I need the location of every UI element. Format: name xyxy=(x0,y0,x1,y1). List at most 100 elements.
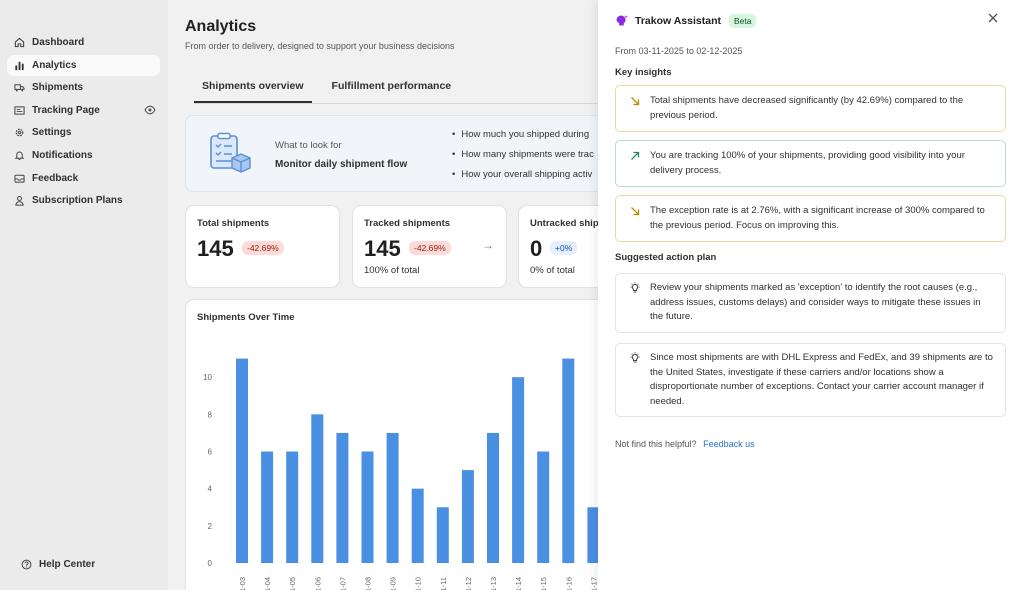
insight-text: You are tracking 100% of your shipments,… xyxy=(650,150,965,176)
stat-value: 145 xyxy=(364,236,401,261)
x-tick-label: 1-15 xyxy=(539,577,548,590)
chart-bar[interactable] xyxy=(311,414,324,563)
chart-bar[interactable] xyxy=(512,377,525,563)
x-tick-label: 1-12 xyxy=(464,577,473,590)
stat-label: Untracked ship xyxy=(530,218,598,229)
x-tick-label: 1-07 xyxy=(338,577,347,590)
gear-icon xyxy=(14,127,25,138)
sidebar-item-help-center[interactable]: Help Center xyxy=(14,554,152,575)
assistant-header: Trakow Assistant Beta xyxy=(615,14,757,28)
tab-bar: Shipments overview Fulfillment performan… xyxy=(194,72,471,103)
action-item: Review your shipments marked as 'excepti… xyxy=(615,273,1006,333)
sidebar-item-shipments[interactable]: Shipments xyxy=(7,77,160,98)
action-text: Review your shipments marked as 'excepti… xyxy=(650,282,981,322)
y-tick-label: 6 xyxy=(208,448,213,457)
shipments-bar-chart: 0 2 4 6 8 10 1-03 1-04 1-05 1-06 1-07 1-08 1-09 1-10 1… xyxy=(203,358,598,590)
person-icon xyxy=(14,195,25,206)
page-title: Analytics xyxy=(185,18,257,35)
chart-title: Shipments Over Time xyxy=(197,312,295,323)
sidebar-item-dashboard[interactable]: Dashboard xyxy=(7,32,160,53)
insight-item: Total shipments have decreased significa… xyxy=(615,85,1006,132)
chart-bar[interactable] xyxy=(562,358,575,563)
action-text: Since most shipments are with DHL Expres… xyxy=(650,352,993,407)
y-tick-label: 4 xyxy=(208,485,213,494)
sidebar-item-label: Notifications xyxy=(32,149,93,161)
trend-up-icon xyxy=(629,150,641,162)
tab-fulfillment-performance[interactable]: Fulfillment performance xyxy=(331,80,452,92)
stat-label: Total shipments xyxy=(197,218,270,229)
feedback-link[interactable]: Feedback us xyxy=(703,439,755,449)
stat-value: 145 xyxy=(197,236,234,261)
y-tick-label: 0 xyxy=(208,559,213,568)
help-center-label: Help Center xyxy=(39,559,96,571)
stat-card-tracked-shipments[interactable]: Tracked shipments 145 -42.69% 100% of to… xyxy=(352,205,507,288)
chart-bar[interactable] xyxy=(361,451,374,564)
stat-card-untracked-shipments[interactable]: Untracked ship 0 +0% 0% of total xyxy=(518,205,598,288)
actions-heading: Suggested action plan xyxy=(615,252,717,263)
change-badge: +0% xyxy=(550,241,578,255)
chart-bar[interactable] xyxy=(537,451,550,564)
chart-bar[interactable] xyxy=(336,432,349,563)
chart-bar[interactable] xyxy=(236,358,248,563)
sidebar-item-label: Dashboard xyxy=(32,37,85,48)
sidebar-item-subscription-plans[interactable]: Subscription Plans xyxy=(7,190,160,211)
lightbulb-icon xyxy=(629,352,641,364)
close-icon[interactable] xyxy=(986,11,1000,25)
x-tick-label: 1-14 xyxy=(514,577,523,590)
info-card: What to look for Monitor daily shipment … xyxy=(185,115,598,192)
assistant-panel: Trakow Assistant Beta From 03-11-2025 to… xyxy=(598,0,1024,590)
insight-item: You are tracking 100% of your shipments,… xyxy=(615,140,1006,187)
info-look-label: What to look for xyxy=(275,140,342,151)
feedback-prompt: Not find this helpful? xyxy=(615,439,697,449)
sidebar-item-label: Tracking Page xyxy=(32,104,100,116)
chart-bar[interactable] xyxy=(261,451,274,564)
bell-icon xyxy=(14,150,25,161)
chart-card: Shipments Over Time 0 2 4 6 8 10 1-03 1-04 1-05 1… xyxy=(185,299,598,590)
chart-bar[interactable] xyxy=(286,451,299,564)
chart-bar[interactable] xyxy=(587,507,598,563)
sidebar-item-tracking-page[interactable]: Tracking Page xyxy=(7,100,160,121)
y-tick-label: 2 xyxy=(208,522,213,531)
chart-bar[interactable] xyxy=(487,432,499,563)
trend-down-icon xyxy=(629,205,641,217)
insight-text: Total shipments have decreased significa… xyxy=(650,95,964,121)
chart-bar[interactable] xyxy=(461,470,474,563)
sidebar-item-settings[interactable]: Settings xyxy=(7,122,160,143)
info-bullet: How much you shipped during xyxy=(452,129,594,144)
arrow-right-icon: → xyxy=(482,238,494,252)
clipboard-box-icon xyxy=(208,132,256,181)
sidebar-item-label: Shipments xyxy=(32,82,84,94)
chart-bar[interactable] xyxy=(436,507,449,563)
eye-icon[interactable] xyxy=(144,104,156,116)
sidebar: Dashboard Analytics Shipments Tracking P… xyxy=(0,0,168,590)
truck-icon xyxy=(14,82,25,93)
tabs-divider xyxy=(194,103,598,104)
y-tick-label: 10 xyxy=(203,373,212,382)
x-tick-label: 1-13 xyxy=(489,577,498,590)
page-subtitle: From order to delivery, designed to supp… xyxy=(185,41,455,51)
main-content: Analytics From order to delivery, design… xyxy=(168,0,598,590)
x-tick-label: 1-04 xyxy=(263,577,272,590)
bar-chart-icon xyxy=(14,60,25,71)
insight-item: The exception rate is at 2.76%, with a s… xyxy=(615,195,1006,242)
stat-label: Tracked shipments xyxy=(364,218,451,229)
x-tick-label: 1-10 xyxy=(414,577,423,590)
change-badge: -42.69% xyxy=(409,241,451,255)
stat-card-total-shipments[interactable]: Total shipments 145 -42.69% xyxy=(185,205,340,288)
insight-text: The exception rate is at 2.76%, with a s… xyxy=(650,205,985,231)
action-item: Since most shipments are with DHL Expres… xyxy=(615,343,1006,417)
inbox-icon xyxy=(14,173,25,184)
sidebar-item-analytics[interactable]: Analytics xyxy=(7,54,160,76)
x-tick-label: 1-17 xyxy=(589,577,598,590)
sidebar-item-feedback[interactable]: Feedback xyxy=(7,168,160,189)
assistant-logo-icon xyxy=(615,14,629,28)
sidebar-item-label: Subscription Plans xyxy=(32,195,123,207)
sidebar-item-notifications[interactable]: Notifications xyxy=(7,145,160,166)
chart-bar[interactable] xyxy=(411,488,424,563)
chart-bar[interactable] xyxy=(386,432,399,563)
x-tick-label: 1-11 xyxy=(439,577,448,590)
date-range: From 03-11-2025 to 02-12-2025 xyxy=(615,46,743,56)
tab-shipments-overview[interactable]: Shipments overview xyxy=(194,72,312,103)
x-tick-label: 1-09 xyxy=(389,577,398,590)
info-title: Monitor daily shipment flow xyxy=(275,159,408,170)
